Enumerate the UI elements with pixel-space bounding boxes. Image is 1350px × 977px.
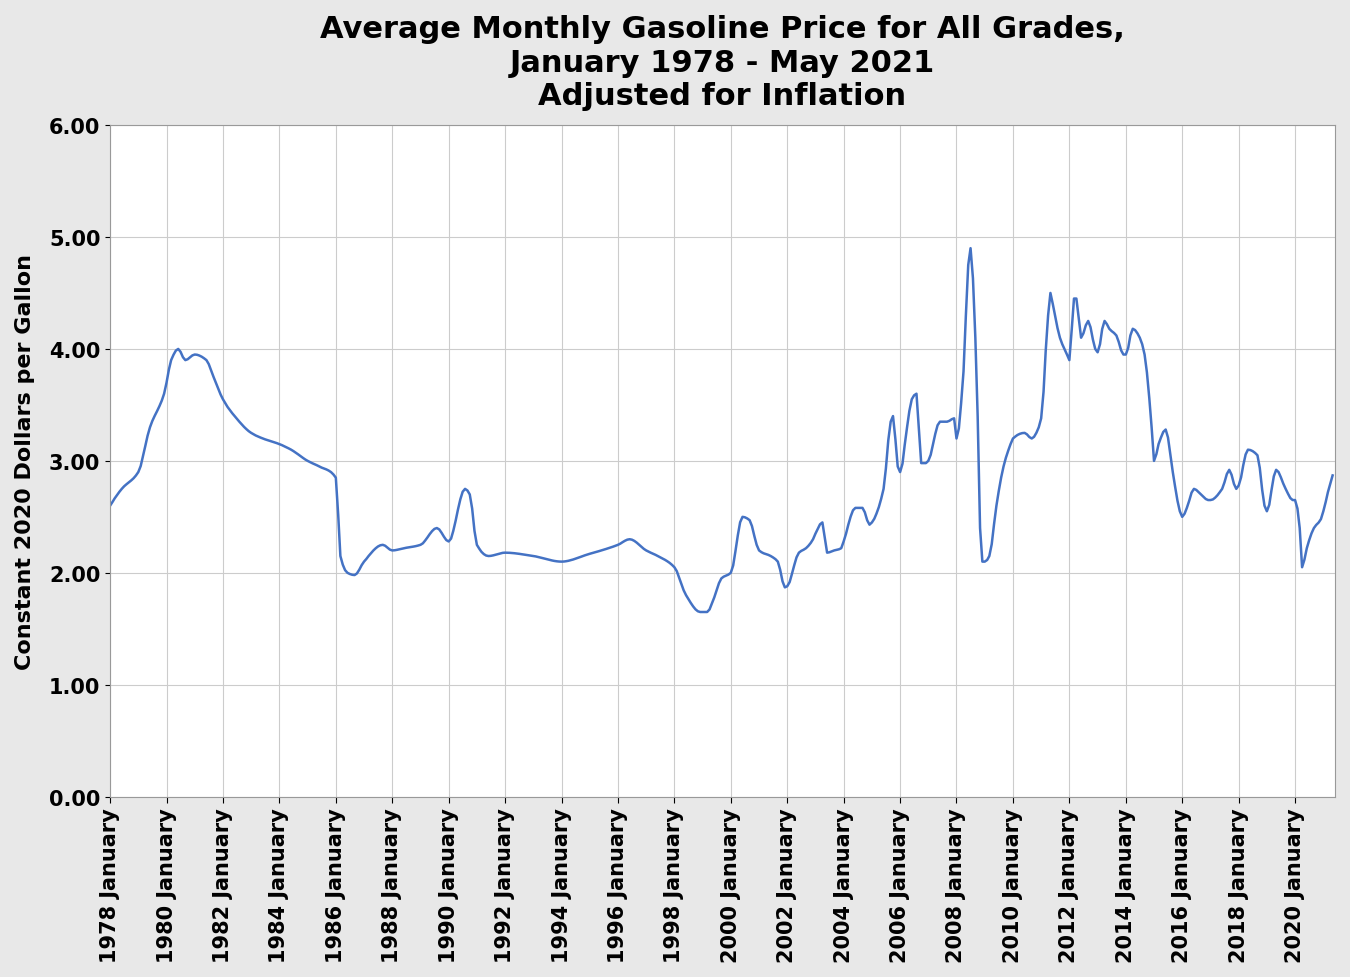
Y-axis label: Constant 2020 Dollars per Gallon: Constant 2020 Dollars per Gallon: [15, 254, 35, 669]
Title: Average Monthly Gasoline Price for All Grades,
January 1978 - May 2021
Adjusted : Average Monthly Gasoline Price for All G…: [320, 15, 1125, 111]
